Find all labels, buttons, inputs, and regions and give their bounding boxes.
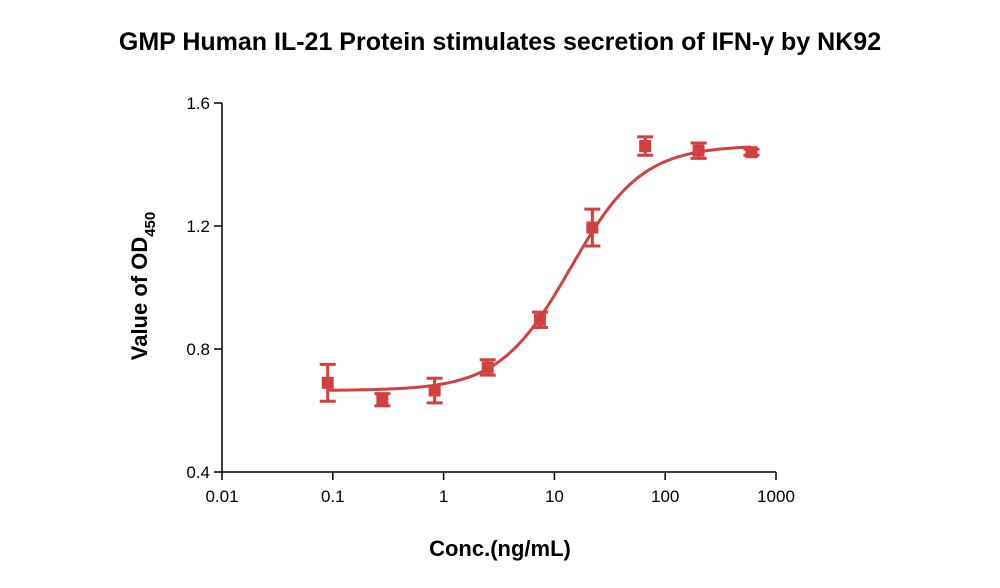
data-point bbox=[584, 207, 601, 248]
x-tick-label: 1000 bbox=[757, 487, 795, 506]
data-point bbox=[637, 135, 654, 157]
data-point bbox=[319, 362, 336, 403]
y-tick-label: 1.6 bbox=[186, 94, 210, 113]
y-tick-label: 1.2 bbox=[186, 217, 210, 236]
x-tick-label: 1 bbox=[439, 487, 448, 506]
data-marker bbox=[321, 376, 334, 389]
data-marker bbox=[586, 221, 599, 234]
ticks: 0.4 0.8 1.2 1.6 0.01 0.1 1 10 100 1000 bbox=[186, 94, 795, 506]
data-point bbox=[479, 358, 496, 377]
data-point bbox=[690, 141, 707, 160]
x-tick-label: 10 bbox=[545, 487, 564, 506]
data-marker bbox=[533, 313, 546, 326]
y-axis-title-subscript: 450 bbox=[142, 212, 159, 237]
chart-title: GMP Human IL-21 Protein stimulates secre… bbox=[118, 28, 882, 56]
axes bbox=[221, 103, 776, 473]
data-marker bbox=[692, 144, 705, 157]
y-tick-label: 0.8 bbox=[186, 340, 210, 359]
y-axis-title-main: Value of OD bbox=[127, 237, 152, 360]
data-point bbox=[743, 146, 760, 159]
data-marker bbox=[376, 393, 389, 406]
y-axis-title: Value of OD450 bbox=[127, 212, 159, 361]
fit-curve-group bbox=[327, 145, 752, 392]
data-point bbox=[426, 376, 443, 405]
x-axis-title: Conc.(ng/mL) bbox=[429, 536, 571, 561]
fit-curve bbox=[327, 145, 752, 392]
data-marker bbox=[745, 146, 758, 159]
data-marker bbox=[428, 384, 441, 397]
x-tick-label: 100 bbox=[651, 487, 679, 506]
data-point bbox=[531, 310, 548, 329]
x-tick-label: 0.1 bbox=[321, 487, 345, 506]
data-points-group bbox=[319, 135, 760, 408]
data-point bbox=[374, 392, 391, 408]
y-tick-label: 0.4 bbox=[186, 463, 210, 482]
data-marker bbox=[639, 140, 652, 153]
x-tick-label: 0.01 bbox=[205, 487, 238, 506]
data-marker bbox=[481, 361, 494, 374]
